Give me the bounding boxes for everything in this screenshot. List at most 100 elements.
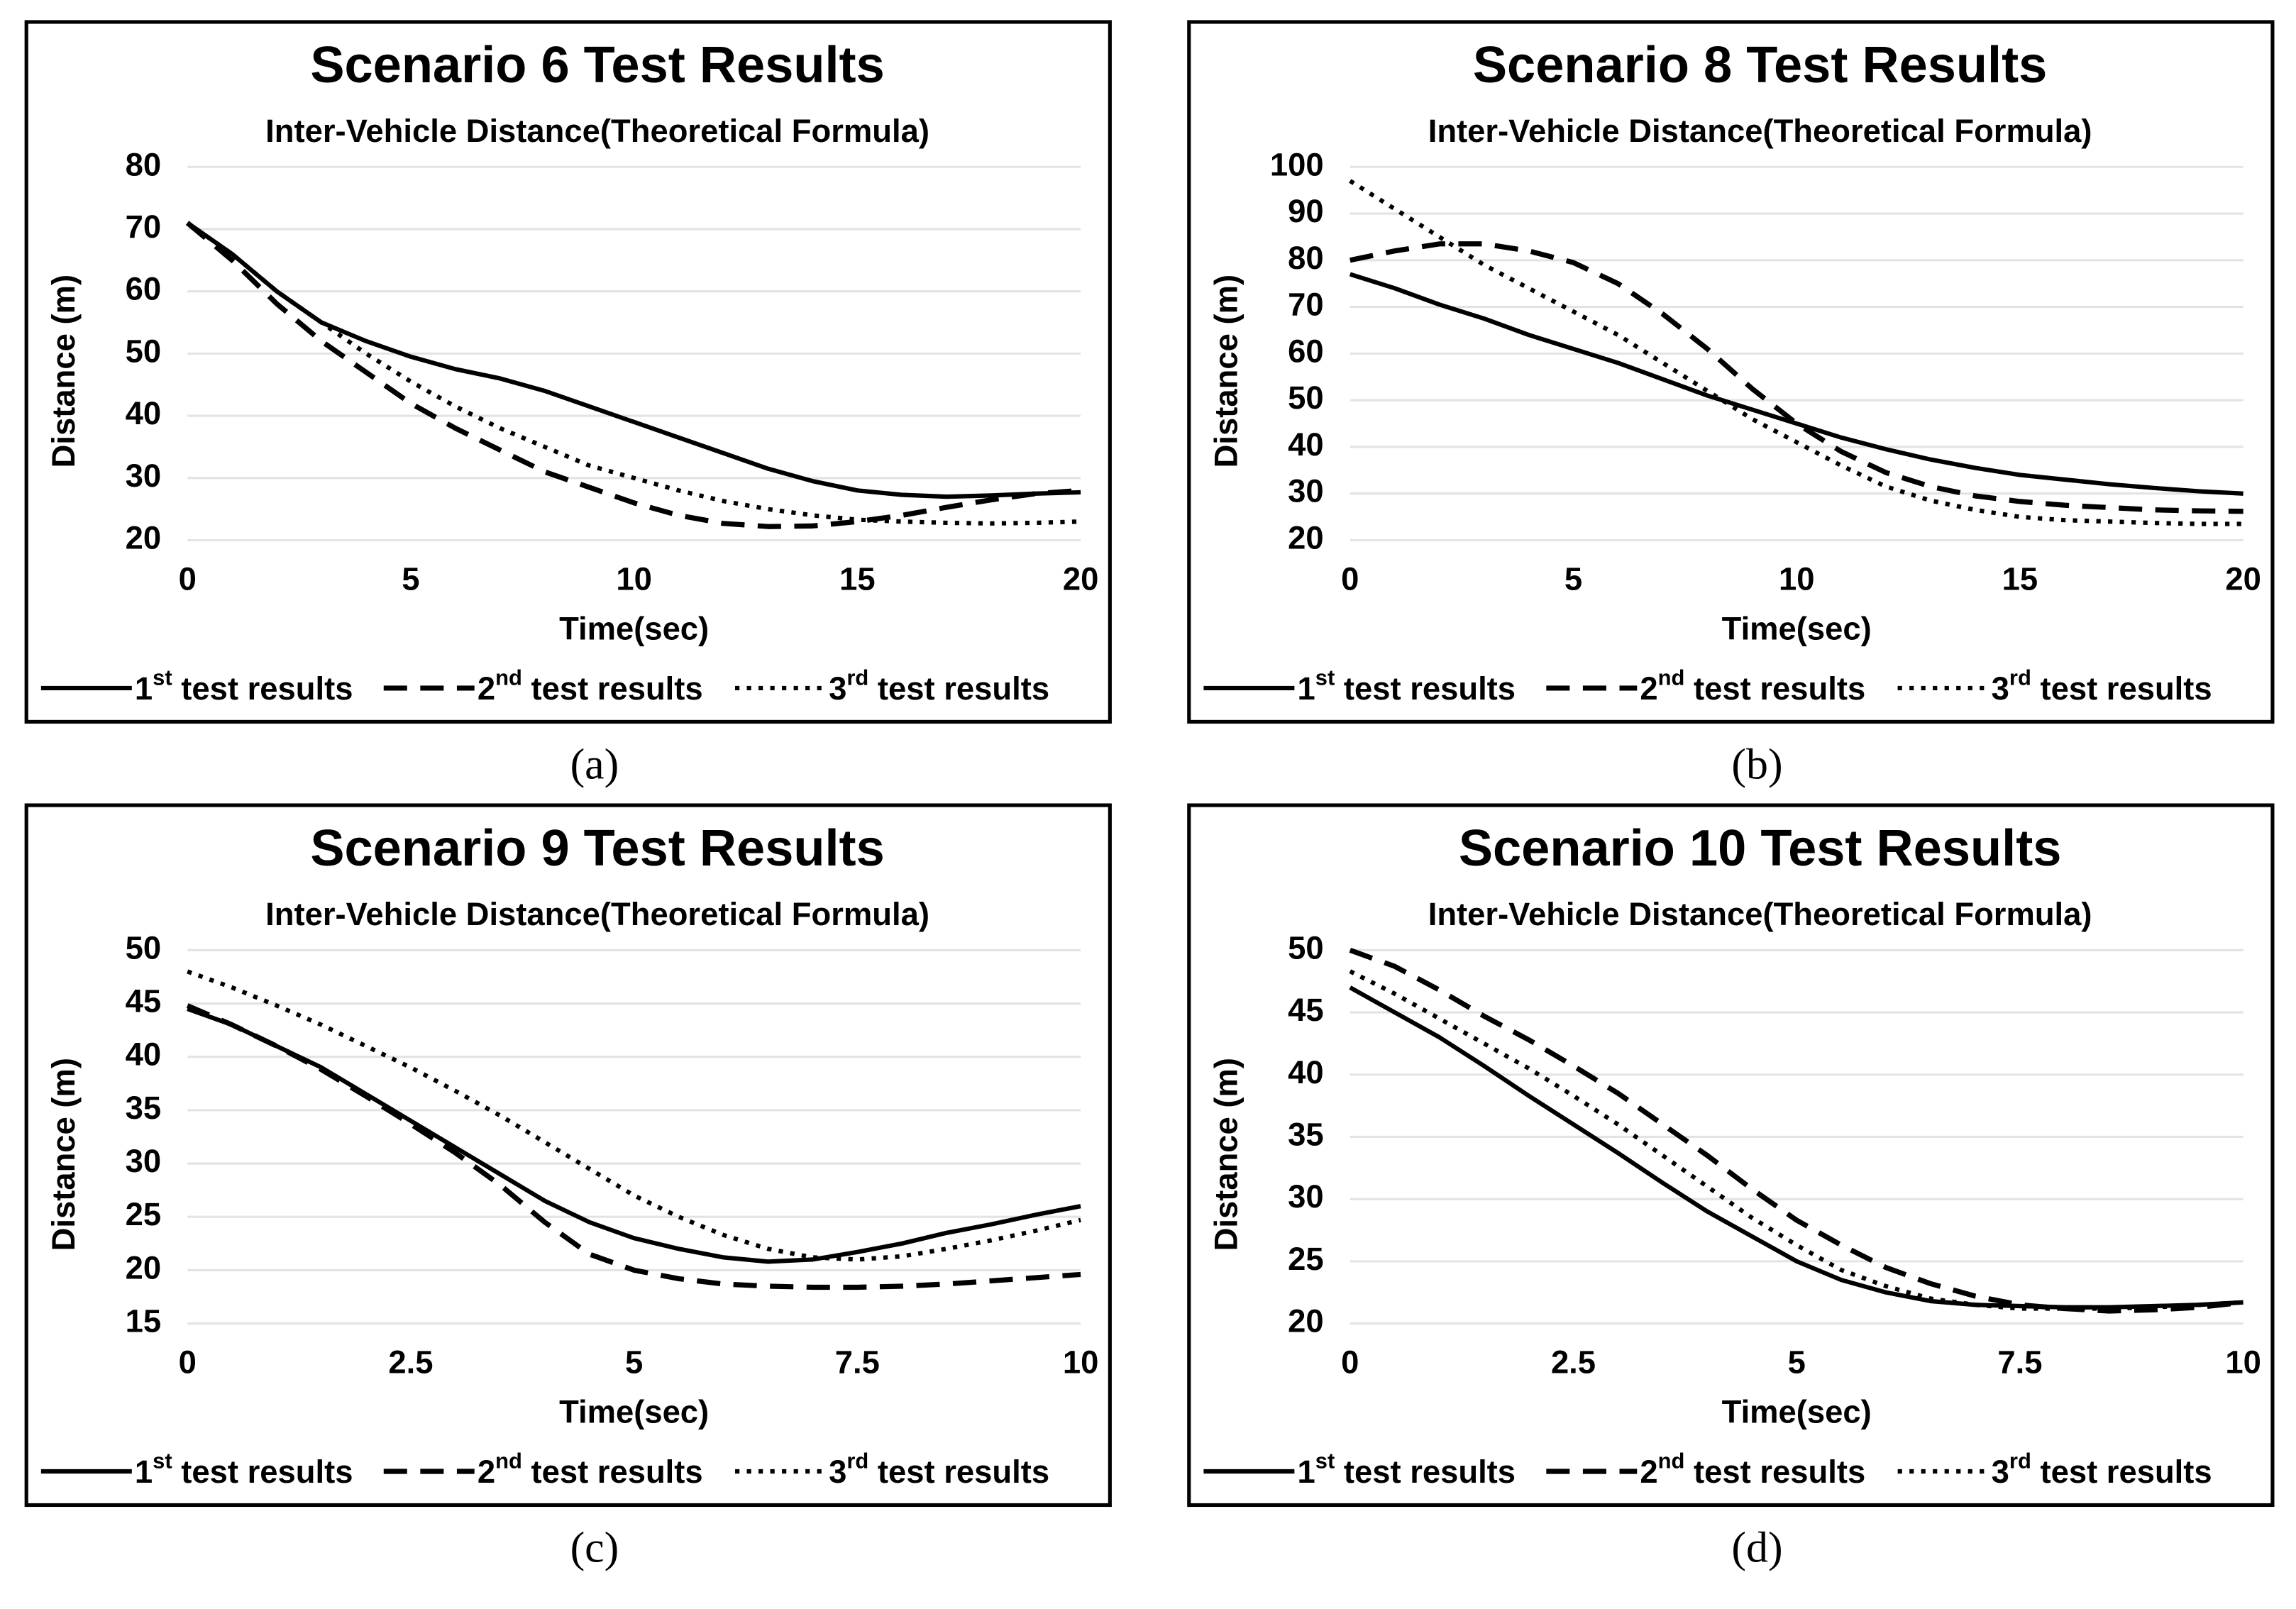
x-tick-label: 0 xyxy=(179,1344,197,1380)
legend-label: 3rd test results xyxy=(829,665,1049,707)
y-tick-label: 30 xyxy=(1288,473,1324,509)
series-line xyxy=(1349,947,2244,1314)
y-tick-label: 80 xyxy=(1288,240,1324,276)
y-tick-label: 20 xyxy=(126,1249,162,1285)
series-line xyxy=(1349,272,2243,496)
series-line xyxy=(186,221,1081,526)
x-tick-label: 10 xyxy=(1063,1344,1099,1380)
y-tick-label: 45 xyxy=(126,983,162,1019)
panel-caption: (a) xyxy=(570,741,619,789)
x-tick-label: 5 xyxy=(625,1344,643,1380)
legend-label: 2nd test results xyxy=(478,665,703,707)
x-tick-label: 5 xyxy=(1788,1344,1806,1380)
series-line xyxy=(1349,179,2243,526)
x-axis-label: Time(sec) xyxy=(559,1394,709,1430)
y-tick-label: 40 xyxy=(1288,426,1324,463)
y-tick-label: 50 xyxy=(1288,380,1324,416)
x-axis-label: Time(sec) xyxy=(1722,610,1872,646)
series-line xyxy=(1349,969,2243,1311)
y-tick-label: 70 xyxy=(1288,287,1324,323)
x-tick-label: 2.5 xyxy=(1551,1344,1596,1380)
x-tick-label: 7.5 xyxy=(835,1344,880,1380)
x-tick-label: 0 xyxy=(1341,560,1359,597)
y-tick-label: 25 xyxy=(126,1196,162,1232)
legend-label: 1st test results xyxy=(1297,1449,1516,1490)
x-tick-label: 0 xyxy=(179,560,197,597)
y-tick-label: 25 xyxy=(1288,1241,1324,1277)
x-tick-label: 10 xyxy=(2225,1344,2261,1380)
x-tick-label: 20 xyxy=(1063,560,1099,597)
y-tick-label: 20 xyxy=(1288,1303,1324,1339)
y-tick-label: 40 xyxy=(1288,1054,1324,1090)
chart-panel: 20 25 30 35 40 45 50 0 2.5 5 7.5 10 1st test results… xyxy=(1187,803,2275,1508)
series-line xyxy=(1350,241,2243,514)
chart-subtitle: Inter-Vehicle Distance(Theoretical Formu… xyxy=(265,113,929,149)
y-axis-label: Distance (m) xyxy=(1208,1058,1244,1251)
y-axis-label: Distance (m) xyxy=(1208,275,1244,468)
series-line xyxy=(187,969,1081,1262)
x-tick-label: 15 xyxy=(2002,560,2038,597)
x-tick-label: 20 xyxy=(2225,560,2261,597)
y-axis-label: Distance (m) xyxy=(45,275,82,468)
series-line xyxy=(185,221,1081,529)
y-tick-label: 45 xyxy=(1288,992,1324,1028)
series-line xyxy=(186,1003,1081,1290)
chart-title: Scenario 6 Test Results xyxy=(310,37,884,94)
y-tick-label: 30 xyxy=(126,458,162,494)
y-tick-label: 80 xyxy=(126,146,162,182)
y-tick-label: 60 xyxy=(126,271,162,307)
series-line xyxy=(186,221,1081,499)
legend-label: 3rd test results xyxy=(1992,665,2212,707)
legend-label: 2nd test results xyxy=(1640,665,1865,707)
y-tick-label: 50 xyxy=(126,333,162,369)
y-tick-label: 100 xyxy=(1270,146,1324,182)
x-tick-label: 10 xyxy=(1779,560,1815,597)
x-axis-label: Time(sec) xyxy=(1722,1394,1872,1430)
y-tick-label: 20 xyxy=(126,520,162,556)
y-axis-label: Distance (m) xyxy=(45,1058,82,1251)
y-tick-label: 20 xyxy=(1288,520,1324,556)
y-tick-label: 50 xyxy=(126,929,162,966)
y-tick-label: 35 xyxy=(1288,1116,1324,1152)
chart-panel: 20 30 40 50 60 70 80 0 5 10 15 20 1st test results 2n… xyxy=(24,20,1112,724)
x-tick-label: 5 xyxy=(402,560,419,597)
x-axis-label: Time(sec) xyxy=(559,610,709,646)
chart-title: Scenario 10 Test Results xyxy=(1459,820,2062,877)
y-tick-label: 60 xyxy=(1288,333,1324,369)
panel-caption: (c) xyxy=(570,1524,619,1572)
y-tick-label: 35 xyxy=(126,1090,162,1126)
chart-title: Scenario 9 Test Results xyxy=(310,820,884,877)
y-tick-label: 30 xyxy=(126,1143,162,1179)
chart-panel: 15 20 25 30 35 40 45 50 0 2.5 5 7.5 10 1st test resul… xyxy=(24,803,1112,1508)
y-tick-label: 30 xyxy=(1288,1178,1324,1215)
y-tick-label: 15 xyxy=(126,1303,162,1339)
y-tick-label: 90 xyxy=(1288,193,1324,229)
chart-panel: 20 30 40 50 60 70 80 90 100 0 5 10 15 20 1st test resu… xyxy=(1187,20,2275,724)
x-tick-label: 2.5 xyxy=(388,1344,433,1380)
x-tick-label: 0 xyxy=(1341,1344,1359,1380)
chart-subtitle: Inter-Vehicle Distance(Theoretical Formu… xyxy=(1428,896,2092,932)
panel-border xyxy=(24,20,1112,724)
legend-label: 1st test results xyxy=(1297,665,1516,707)
legend-label: 3rd test results xyxy=(1992,1449,2212,1490)
legend-label: 3rd test results xyxy=(829,1449,1049,1490)
legend-label: 2nd test results xyxy=(1640,1449,1865,1490)
y-tick-label: 70 xyxy=(126,209,162,245)
x-tick-label: 7.5 xyxy=(1997,1344,2042,1380)
x-tick-label: 10 xyxy=(616,560,651,597)
legend-label: 2nd test results xyxy=(478,1449,703,1490)
y-tick-label: 40 xyxy=(126,1036,162,1073)
panel-caption: (d) xyxy=(1731,1524,1782,1572)
chart-subtitle: Inter-Vehicle Distance(Theoretical Formu… xyxy=(265,896,929,932)
panel-border xyxy=(1187,803,2275,1508)
x-tick-label: 15 xyxy=(839,560,876,597)
chart-title: Scenario 8 Test Results xyxy=(1473,37,2047,94)
x-tick-label: 5 xyxy=(1564,560,1582,597)
legend-label: 1st test results xyxy=(135,665,353,707)
y-tick-label: 40 xyxy=(126,395,162,431)
panel-caption: (b) xyxy=(1731,741,1782,789)
y-tick-label: 50 xyxy=(1288,929,1324,966)
legend-label: 1st test results xyxy=(135,1449,353,1490)
